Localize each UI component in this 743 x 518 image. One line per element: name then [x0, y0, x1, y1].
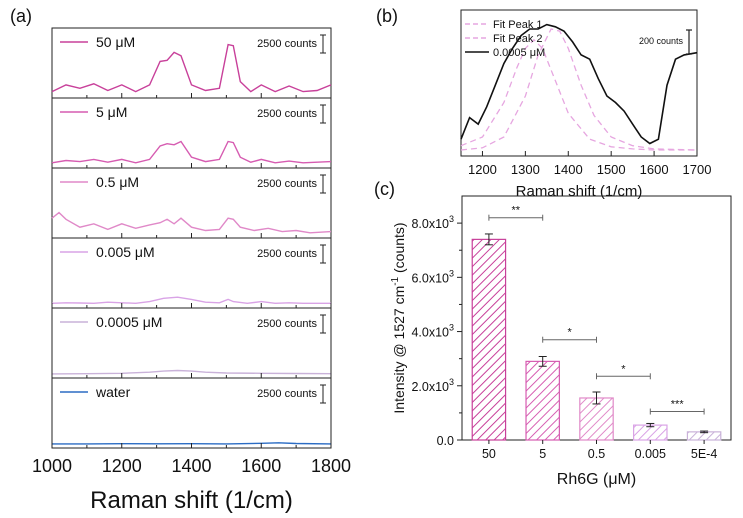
spectrum-line-5 [52, 442, 332, 445]
legend-label-5: water [95, 384, 131, 400]
panel-b-peak-fit: Fit Peak 1 Fit Peak 2 0.0005 μM 200 counts 1… [460, 9, 712, 200]
x-tick-label-c-4: 5E-4 [691, 447, 717, 461]
significance-label-1: * [567, 327, 572, 339]
bar-3 [633, 424, 668, 441]
panel-label-a: (a) [10, 6, 32, 26]
x-tick-label-c-1: 5 [539, 447, 546, 461]
bar-2 [579, 397, 614, 441]
x-axis-label-a: Raman shift (1/cm) [90, 487, 293, 514]
spectrum-line-1 [51, 140, 332, 164]
panel-label-b: (b) [376, 6, 398, 26]
y-tick-label-c-3: 6.0x103 [411, 268, 454, 285]
bar-1 [525, 360, 560, 441]
y-tick-label-c-2: 4.0x103 [411, 323, 454, 340]
significance-label-2: * [621, 363, 626, 375]
x-tick-label-b-1500: 1500 [597, 162, 626, 177]
panel-c-bar-chart: 0.0 2.0x103 4.0x103 6.0x103 8.0x103 50 5 0.5 0.0… [390, 195, 732, 488]
legend-label-4: 0.0005 μM [96, 314, 162, 330]
x-tick-label-a-1600: 1600 [241, 456, 281, 476]
x-tick-label-b-1300: 1300 [511, 162, 540, 177]
scale-bar-label-2: 2500 counts [257, 178, 317, 190]
x-tick-label-c-3: 0.005 [635, 447, 666, 461]
x-tick-label-a-1400: 1400 [171, 456, 211, 476]
x-tick-label-a-1000: 1000 [32, 456, 72, 476]
legend-label-3: 0.005 μM [96, 244, 155, 260]
bar-0 [471, 238, 507, 441]
x-axis-label-c: Rh6G (μM) [557, 471, 636, 488]
legend-label-b-1: Fit Peak 2 [493, 33, 543, 45]
x-tick-label-a-1200: 1200 [102, 456, 142, 476]
scale-bar-label-0: 2500 counts [257, 38, 317, 50]
significance-label-0: ** [512, 205, 521, 217]
y-tick-label-c-0: 0.0 [437, 434, 454, 448]
spectrum-line-4 [51, 369, 332, 375]
x-tick-label-c-2: 0.5 [588, 447, 605, 461]
plot-frame-b [460, 9, 698, 157]
x-tick-label-a-1800: 1800 [311, 456, 351, 476]
panel-a-stacked-spectra: 50 μM 2500 counts 5 μM 2500 counts 0.5 μM 250… [32, 27, 351, 514]
significance-label-3: *** [671, 399, 685, 411]
legend-label-0: 50 μM [96, 34, 135, 50]
scale-bar-label-5: 2500 counts [257, 388, 317, 400]
panel-label-c: (c) [374, 179, 395, 199]
scale-bar-label-3: 2500 counts [257, 248, 317, 260]
x-tick-label-c-0: 50 [482, 447, 496, 461]
y-tick-label-c-1: 2.0x103 [411, 377, 454, 394]
x-tick-label-b-1600: 1600 [640, 162, 669, 177]
x-tick-label-b-1400: 1400 [554, 162, 583, 177]
legend-label-b-0: Fit Peak 1 [493, 19, 543, 31]
scale-bar-label-4: 2500 counts [257, 318, 317, 330]
spectrum-line-0 [51, 43, 332, 93]
fit-line-2 [460, 23, 698, 145]
fit-line-0 [460, 38, 697, 151]
legend-label-1: 5 μM [96, 104, 127, 120]
fit-line-1 [460, 28, 698, 151]
y-axis-label-c: Intensity @ 1527 cm-1 (counts) [390, 222, 407, 413]
y-tick-label-c-4: 8.0x103 [411, 214, 454, 231]
scale-bar-label-b: 200 counts [639, 36, 684, 46]
x-tick-label-b-1700: 1700 [683, 162, 712, 177]
x-tick-label-b-1200: 1200 [468, 162, 497, 177]
legend-label-b-2: 0.0005 μM [493, 47, 545, 59]
spectrum-line-2 [51, 211, 332, 234]
spectrum-line-3 [51, 296, 331, 305]
x-axis-label-b: Raman shift (1/cm) [516, 183, 643, 200]
scale-bar-label-1: 2500 counts [257, 108, 317, 120]
legend-label-2: 0.5 μM [96, 174, 139, 190]
